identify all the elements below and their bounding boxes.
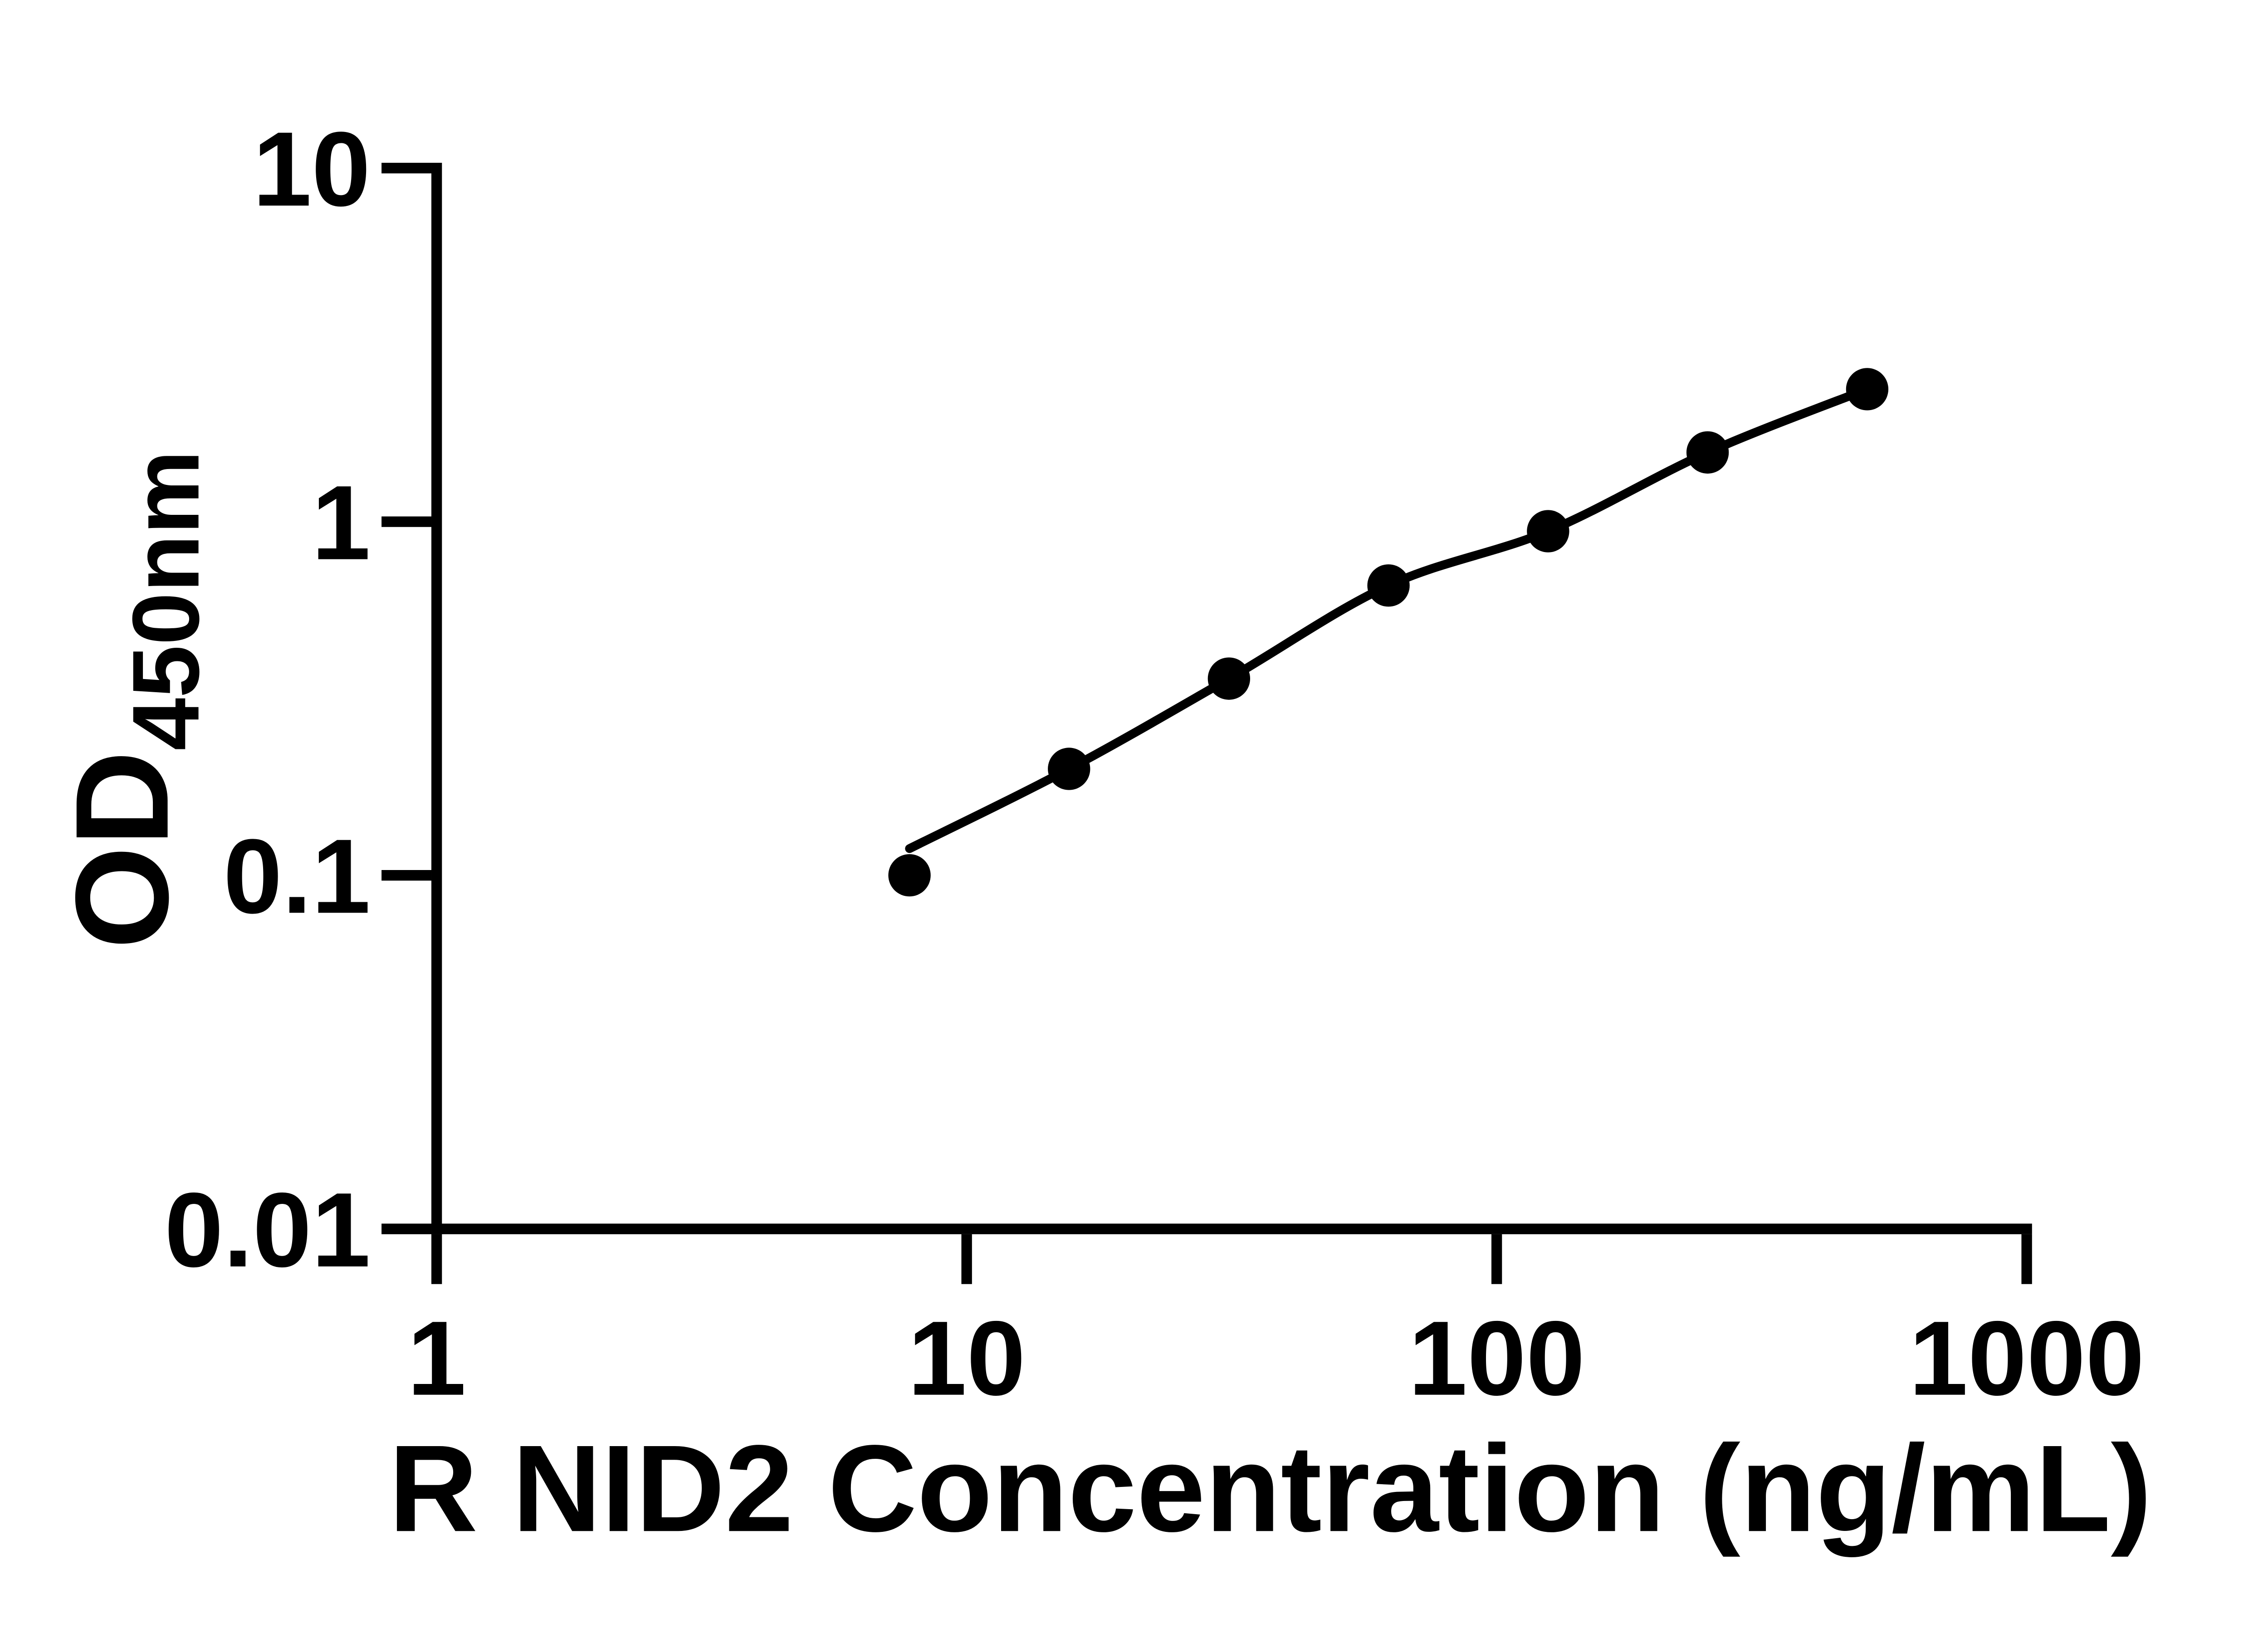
data-point-marker bbox=[1846, 368, 1889, 411]
x-axis-title: R NID2 Concentration (ng/mL) bbox=[389, 1419, 2152, 1558]
data-point-marker bbox=[1686, 431, 1729, 474]
data-point-marker bbox=[888, 854, 931, 897]
axes bbox=[431, 162, 2032, 1234]
y-tick-label: 0.1 bbox=[223, 817, 370, 935]
y-axis-ticks bbox=[381, 162, 431, 1234]
y-tick-label: 1 bbox=[312, 464, 371, 582]
x-tick-label: 1 bbox=[407, 1300, 466, 1418]
y-tick-label: 0.01 bbox=[165, 1171, 371, 1289]
y-axis-title-subscript: 450nm bbox=[113, 450, 219, 750]
y-axis-tick-labels: 10 1 0.1 0.01 bbox=[165, 110, 371, 1289]
data-point-marker bbox=[1048, 748, 1090, 790]
data-point-marker bbox=[1207, 657, 1251, 700]
y-axis-title: OD450nm bbox=[48, 450, 219, 949]
x-axis-tick-labels: 1 10 100 1000 bbox=[407, 1300, 2145, 1418]
x-tick-label: 1000 bbox=[1909, 1300, 2145, 1418]
y-tick-label: 10 bbox=[253, 110, 371, 228]
x-axis-ticks bbox=[431, 1234, 2032, 1284]
y-axis-title-main: OD bbox=[48, 751, 196, 949]
data-point-markers bbox=[888, 368, 1889, 897]
x-tick-label: 10 bbox=[908, 1300, 1026, 1418]
data-point-marker bbox=[1527, 510, 1569, 552]
data-point-marker bbox=[1367, 564, 1410, 607]
x-tick-label: 100 bbox=[1408, 1300, 1585, 1418]
